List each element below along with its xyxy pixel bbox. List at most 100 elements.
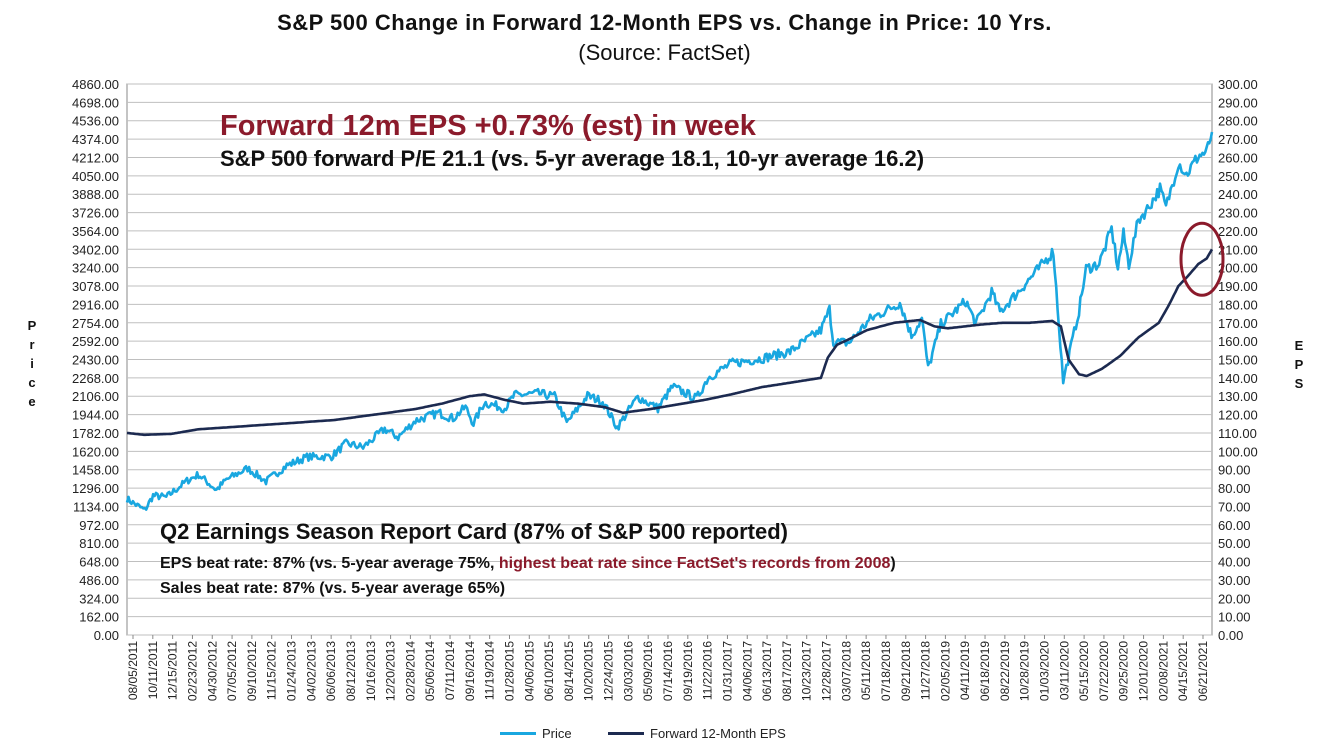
y-right-tick-label: 190.00: [1218, 279, 1258, 294]
x-tick-label: 07/14/2016: [661, 641, 675, 701]
x-tick-label: 01/31/2017: [720, 641, 734, 701]
y-left-tick-label: 1458.00: [72, 463, 119, 478]
x-tick-label: 10/16/2013: [364, 641, 378, 701]
y-left-tick-label: 1944.00: [72, 408, 119, 423]
x-tick-label: 12/24/2015: [602, 641, 616, 701]
x-tick-label: 03/07/2018: [839, 641, 853, 701]
y-right-tick-label: 220.00: [1218, 224, 1258, 239]
x-tick-label: 07/05/2012: [225, 641, 239, 701]
x-tick-label: 09/21/2018: [899, 641, 913, 701]
x-tick-label: 10/23/2017: [800, 641, 814, 701]
x-tick-label: 07/18/2018: [879, 641, 893, 701]
eps-beat-rate: EPS beat rate: 87% (vs. 5-year average 7…: [160, 555, 896, 573]
latest-eps-highlight-circle: [1179, 221, 1225, 297]
y-left-tick-label: 4698.00: [72, 95, 119, 110]
x-tick-label: 05/09/2016: [641, 641, 655, 701]
x-tick-label: 06/18/2019: [978, 641, 992, 701]
y-right-tick-label: 260.00: [1218, 150, 1258, 165]
x-tick-label: 08/17/2017: [780, 641, 794, 701]
legend-label-price: Price: [542, 726, 572, 741]
forward-pe-annotation: S&P 500 forward P/E 21.1 (vs. 5-yr avera…: [220, 146, 925, 171]
y-left-tick-label: 1782.00: [72, 426, 119, 441]
x-tick-label: 11/22/2016: [701, 641, 715, 700]
y-right-tick-label: 60.00: [1218, 518, 1251, 533]
y-left-tick-label: 4212.00: [72, 150, 119, 165]
x-tick-label: 11/15/2012: [265, 641, 279, 700]
y-left-tick-label: 0.00: [94, 628, 119, 643]
y-right-tick-label: 160.00: [1218, 334, 1258, 349]
x-tick-label: 06/13/2017: [760, 641, 774, 701]
y-right-tick-label: 110.00: [1218, 426, 1257, 441]
x-tick-label: 07/22/2020: [1097, 641, 1111, 701]
x-tick-label: 06/06/2013: [324, 641, 338, 701]
x-tick-label: 12/20/2013: [384, 641, 398, 701]
x-tick-label: 08/14/2015: [562, 641, 576, 701]
x-tick-label: 12/15/2011: [166, 641, 180, 700]
y-left-tick-label: 2916.00: [72, 297, 119, 312]
legend-item-price: Price: [500, 726, 572, 741]
x-tick-label: 02/08/2021: [1156, 641, 1170, 701]
report-card-title: Q2 Earnings Season Report Card (87% of S…: [160, 519, 788, 544]
y-left-tick-label: 972.00: [79, 518, 119, 533]
sales-beat-rate: Sales beat rate: 87% (vs. 5-year average…: [160, 580, 506, 597]
x-tick-label: 06/10/2015: [542, 641, 556, 701]
y-right-tick-label: 40.00: [1218, 555, 1251, 570]
x-tick-label: 02/05/2019: [938, 641, 952, 701]
y-left-tick-label: 1296.00: [72, 481, 119, 496]
y-right-tick-label: 280.00: [1218, 114, 1258, 129]
x-tick-label: 11/19/2014: [483, 641, 497, 700]
x-tick-label: 05/15/2020: [1077, 641, 1091, 701]
x-tick-label: 03/11/2020: [1057, 641, 1071, 700]
x-tick-label: 09/16/2014: [463, 641, 477, 701]
x-tick-label: 10/20/2015: [582, 641, 596, 701]
x-tick-label: 02/28/2014: [403, 641, 417, 701]
series-line-price: [125, 131, 1214, 511]
x-tick-label: 01/28/2015: [502, 641, 516, 701]
x-tick-label: 04/15/2021: [1176, 641, 1190, 701]
y-right-tick-label: 50.00: [1218, 536, 1251, 551]
y-left-tick-label: 4050.00: [72, 169, 119, 184]
y-right-tick-label: 290.00: [1218, 95, 1258, 110]
y-right-tick-label: 240.00: [1218, 187, 1258, 202]
x-tick-label: 10/28/2019: [1018, 641, 1032, 701]
y-right-tick-label: 10.00: [1218, 610, 1251, 625]
y-right-tick-label: 150.00: [1218, 353, 1258, 368]
y-left-tick-label: 3240.00: [72, 261, 119, 276]
y-right-tick-label: 30.00: [1218, 573, 1251, 588]
x-tick-label: 12/01/2020: [1137, 641, 1151, 701]
y-left-tick-label: 3402.00: [72, 242, 119, 257]
y-left-tick-label: 486.00: [79, 573, 119, 588]
x-tick-label: 07/11/2014: [443, 641, 457, 700]
y-right-tick-label: 140.00: [1218, 371, 1258, 386]
x-tick-label: 01/24/2013: [285, 641, 299, 701]
x-tick-label: 09/10/2012: [245, 641, 259, 701]
y-left-tick-label: 810.00: [79, 536, 119, 551]
x-tick-label: 05/11/2018: [859, 641, 873, 700]
series-line-eps: [126, 248, 1214, 437]
x-tick-label: 08/05/2011: [126, 641, 140, 700]
y-left-tick-label: 3564.00: [72, 224, 119, 239]
y-left-tick-label: 2754.00: [72, 316, 119, 331]
y-right-tick-label: 120.00: [1218, 408, 1258, 423]
x-tick-label: 09/25/2020: [1117, 641, 1131, 701]
y-right-tick-label: 300.00: [1218, 77, 1258, 92]
y-right-tick-label: 100.00: [1218, 444, 1258, 459]
y-left-tick-label: 3888.00: [72, 187, 119, 202]
y-left-tick-label: 3078.00: [72, 279, 119, 294]
x-tick-label: 06/21/2021: [1196, 641, 1210, 701]
y-left-tick-label: 2592.00: [72, 334, 119, 349]
y-left-tick-label: 2268.00: [72, 371, 119, 386]
x-tick-label: 10/11/2011: [146, 641, 160, 700]
y-left-tick-label: 4374.00: [72, 132, 119, 147]
legend-label-eps: Forward 12-Month EPS: [650, 726, 786, 741]
eps-beat-rate-suffix: ): [890, 555, 896, 572]
legend-item-eps: Forward 12-Month EPS: [608, 726, 786, 741]
y-right-tick-label: 130.00: [1218, 389, 1258, 404]
y-right-tick-label: 230.00: [1218, 206, 1258, 221]
x-tick-label: 04/11/2019: [958, 641, 972, 700]
x-tick-label: 04/06/2015: [522, 641, 536, 701]
y-left-tick-label: 324.00: [79, 591, 119, 606]
x-tick-label: 12/28/2017: [820, 641, 834, 701]
